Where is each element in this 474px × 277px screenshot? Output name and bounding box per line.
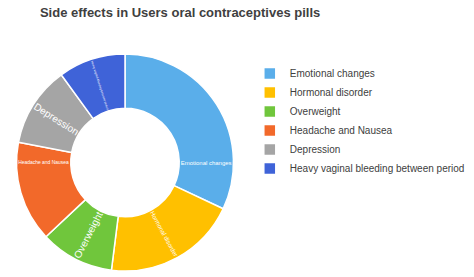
- svg-text:Emotional changes: Emotional changes: [290, 68, 375, 79]
- svg-text:Emotional changes: Emotional changes: [181, 160, 232, 166]
- svg-text:Hormonal disorder: Hormonal disorder: [149, 210, 180, 258]
- svg-text:Heavy vaginal bleeding between: Heavy vaginal bleeding between period: [90, 60, 110, 110]
- svg-text:Overweight: Overweight: [72, 210, 105, 261]
- svg-text:Depression: Depression: [290, 144, 341, 155]
- svg-text:Headache and Nausea: Headache and Nausea: [18, 160, 69, 165]
- svg-text:Depression: Depression: [32, 101, 81, 138]
- svg-text:Hormonal disorder: Hormonal disorder: [290, 87, 373, 98]
- svg-text:Heavy vaginal bleeding between: Heavy vaginal bleeding between period: [290, 163, 465, 174]
- svg-text:Side effects in Users oral con: Side effects in Users oral contraceptive…: [40, 5, 320, 20]
- svg-text:Overweight: Overweight: [290, 106, 341, 117]
- svg-text:Headache and Nausea: Headache and Nausea: [290, 125, 393, 136]
